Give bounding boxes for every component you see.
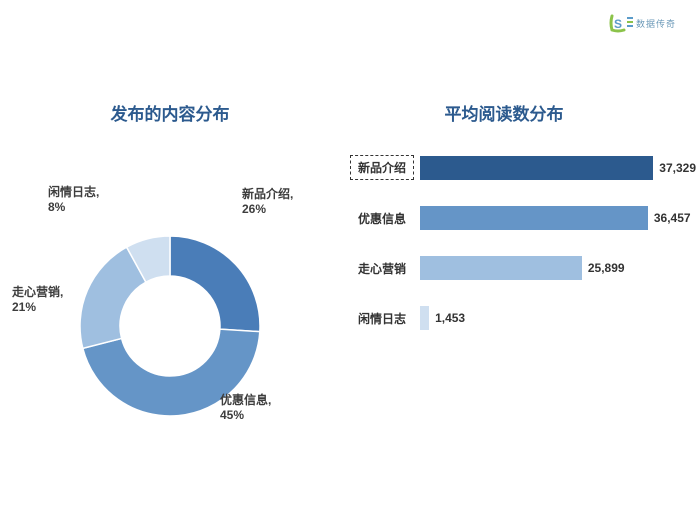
charts-container: 发布的内容分布 新品介绍,26%优惠信息,45%走心营销,21%闲情日志,8% …: [0, 100, 700, 525]
bar-category-label: 闲情日志: [350, 307, 414, 330]
bar-chart: 新品介绍37,329 优惠信息 36,457 走心营销 25,899 闲情日志 1,453: [340, 155, 668, 330]
slice-name: 闲情日志,: [48, 185, 99, 200]
bar-track: 36,457: [420, 206, 658, 230]
slice-percent: 8%: [48, 200, 99, 215]
bar-track: 1,453: [420, 306, 658, 330]
slice-percent: 45%: [220, 408, 271, 423]
bar-title: 平均阅读数分布: [340, 100, 668, 125]
slice-percent: 26%: [242, 202, 293, 217]
donut-slice-label: 闲情日志,8%: [48, 185, 99, 215]
donut-panel: 发布的内容分布 新品介绍,26% 优惠信息,45% 走心营销,21% 闲情日志,8%: [0, 100, 340, 525]
bar-value-label: 1,453: [435, 311, 465, 325]
slice-percent: 21%: [12, 300, 63, 315]
svg-text:S: S: [614, 17, 622, 31]
logo-text: 数据传奇: [636, 17, 676, 30]
bar-value-label: 37,329: [659, 161, 696, 175]
bar-value-label: 25,899: [588, 261, 625, 275]
bar-fill: [420, 206, 648, 230]
donut-slice-label: 走心营销,21%: [12, 285, 63, 315]
bar-row: 闲情日志 1,453: [350, 306, 658, 330]
bar-row: 新品介绍37,329: [350, 155, 658, 180]
bar-fill: [420, 156, 653, 180]
donut-title: 发布的内容分布: [0, 100, 340, 125]
logo-icon: S: [608, 12, 634, 34]
donut-slice: [170, 236, 260, 332]
slice-name: 走心营销,: [12, 285, 63, 300]
donut-slice-label: 优惠信息,45%: [220, 393, 271, 423]
bar-value-label: 36,457: [654, 211, 691, 225]
bar-track: 25,899: [420, 256, 658, 280]
bar-fill: [420, 256, 582, 280]
bar-category-label: 新品介绍: [350, 155, 414, 180]
donut-chart: 新品介绍,26% 优惠信息,45% 走心营销,21% 闲情日志,8%: [0, 155, 340, 465]
slice-name: 优惠信息,: [220, 393, 271, 408]
bar-panel: 平均阅读数分布 新品介绍37,329优惠信息36,457走心营销25,899闲情…: [340, 100, 700, 525]
bar-category-label: 走心营销: [350, 257, 414, 280]
bar-category-label: 优惠信息: [350, 207, 414, 230]
donut-slice-label: 新品介绍,26%: [242, 187, 293, 217]
slice-name: 新品介绍,: [242, 187, 293, 202]
brand-logo: S 数据传奇: [608, 12, 676, 34]
bar-fill: [420, 306, 429, 330]
bar-row: 优惠信息 36,457: [350, 206, 658, 230]
bar-track: 37,329: [420, 156, 658, 180]
bar-row: 走心营销 25,899: [350, 256, 658, 280]
